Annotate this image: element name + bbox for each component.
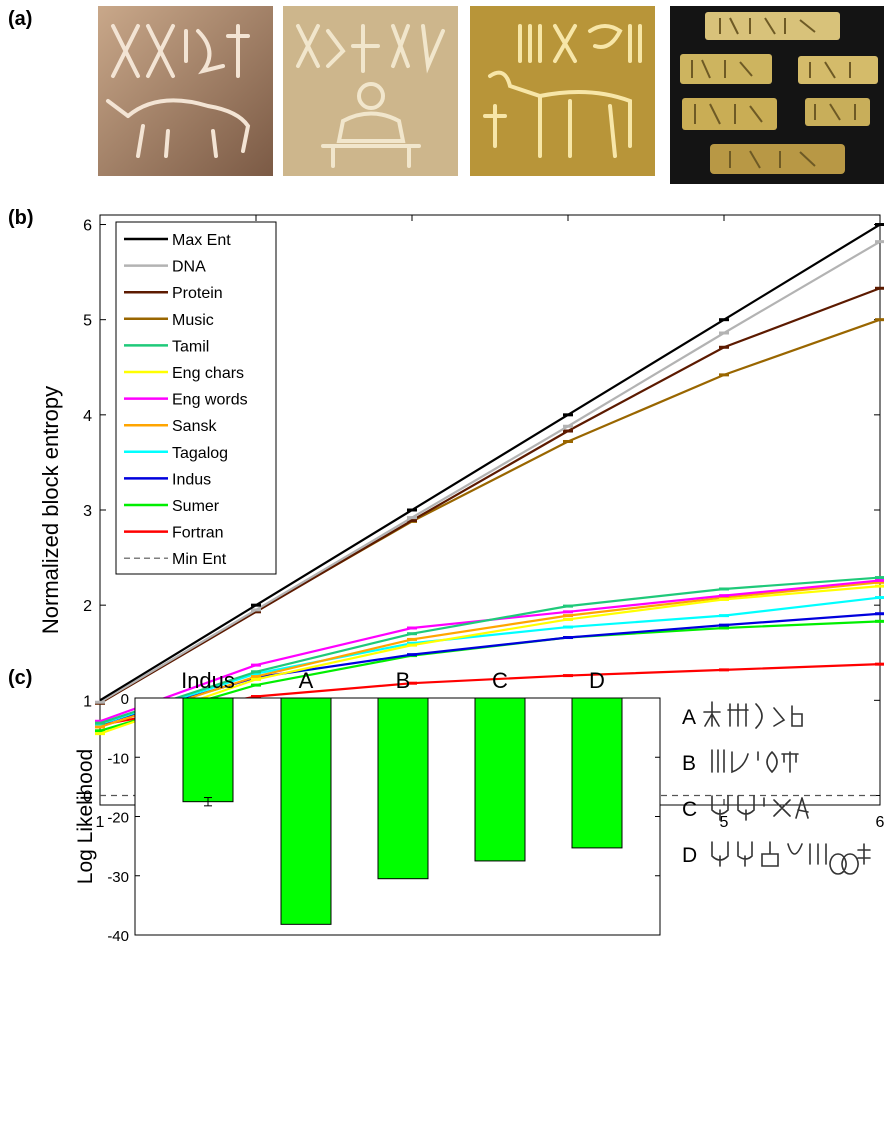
line-eng-chars [99,585,881,735]
sign-sequence-d [711,841,871,875]
bar-y-tick-label: -10 [107,750,129,767]
series-tamil [95,576,884,725]
line-dna [99,240,881,704]
legend-label-eng-words: Eng words [172,392,248,409]
line-tamil [99,576,881,725]
x-tick-label: 1 [96,814,105,831]
y-tick-label: 5 [83,313,92,330]
bar-c [474,697,526,862]
y-tick-label: 4 [83,408,92,425]
sign-sequence-b [711,749,799,774]
legend-label-indus: Indus [172,471,211,488]
series-eng-chars [95,584,884,736]
bar-a [280,697,332,925]
sequence-label-a: A [682,706,696,729]
line-tagalog [99,596,881,726]
line-max-ent [99,223,881,702]
panel-label-a: (a) [8,8,33,30]
seal-photo-unicorn [98,6,273,176]
y-tick-label: 2 [83,598,92,615]
legend-label-sumer: Sumer [172,498,220,515]
bar-y-tick-label: -30 [107,869,129,886]
x-tick-label: 5 [720,814,729,831]
bar-y-axis-label: Log Likelihood [74,749,97,884]
legend-label-music: Music [172,312,214,329]
bar-category-label: B [396,668,411,693]
bar-y-tick-label: -20 [107,810,129,827]
legend-label-eng-chars: Eng chars [172,365,244,382]
seal-photo-bull [470,6,655,176]
bar-b [377,697,429,880]
legend-label-tamil: Tamil [172,338,209,355]
legend-label-tagalog: Tagalog [172,445,228,462]
bar-indus [182,697,234,803]
y-tick-label: 0 [83,788,92,805]
sequence-label-c: C [682,798,697,821]
y-tick-label: 3 [83,503,92,520]
bar-d [571,697,623,849]
panel-label-b: (b) [8,207,34,229]
series-dna [95,240,884,704]
bar-y-tick-label: -40 [107,928,129,945]
y-tick-label: 6 [83,218,92,235]
legend-label-protein: Protein [172,285,223,302]
series-max-ent [99,223,884,702]
series-sansk [95,580,884,729]
y-axis-label: Normalized block entropy [38,386,63,634]
sequence-label-d: D [682,844,697,867]
sequence-label-b: B [682,752,696,775]
sign-sequence-a [703,701,803,729]
bar-category-label: Indus [181,668,235,693]
bar-y-tick-label: 0 [121,691,129,708]
legend-label-sansk: Sansk [172,418,217,435]
seal-photo-seated-figure [283,6,458,176]
legend-label-fortran: Fortran [172,525,224,542]
x-tick-label: 6 [876,814,884,831]
legend-label-dna: DNA [172,259,206,276]
bar-category-label: D [589,668,605,693]
bar-category-label: A [299,668,314,693]
line-sansk [99,581,881,729]
bar-category-label: C [492,668,508,693]
legend-label-max-ent: Max Ent [172,232,231,249]
seal-photo-tablets [670,6,884,184]
line-protein [99,287,881,705]
panel-label-c: (c) [8,667,33,689]
sign-sequence-c [711,795,809,821]
legend-label-min-ent: Min Ent [172,551,227,568]
y-tick-label: 1 [83,693,92,710]
